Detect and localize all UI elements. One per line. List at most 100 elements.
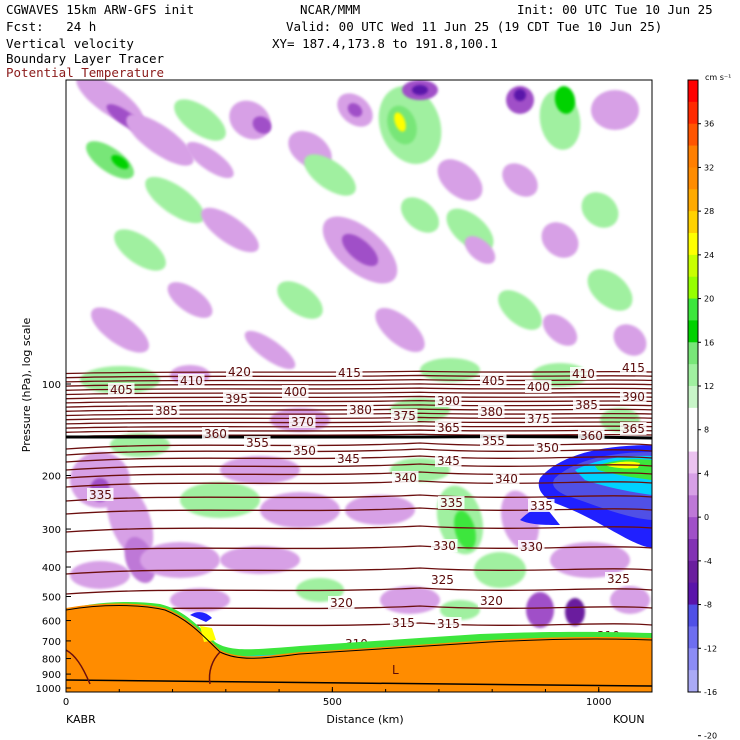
vv-contour	[587, 269, 633, 311]
theta-label-bg	[153, 404, 180, 417]
theta-label: 380	[480, 405, 503, 419]
vertical-velocity-field	[70, 80, 650, 628]
plot-frame	[65, 79, 653, 693]
theta-label-bg	[282, 385, 309, 398]
theta-label: 345	[437, 454, 460, 468]
colorbar-swatch	[688, 189, 698, 212]
org-title: NCAR/MMM	[300, 2, 361, 17]
field-potential-temperature: Potential Temperature	[6, 65, 165, 80]
theta-label: 330	[520, 540, 543, 554]
theta-label: 360	[204, 427, 227, 441]
theta-label-bg	[435, 421, 462, 434]
colorbar-label: -20	[704, 732, 717, 740]
theta-label: 410	[180, 374, 203, 388]
vv-contour	[420, 358, 480, 382]
theta-contour	[66, 494, 652, 502]
colorbar-swatch	[688, 298, 698, 321]
x-axis-label: Distance (km)	[326, 713, 403, 726]
y-tick-label: 100	[42, 380, 61, 391]
theta-label: 325	[607, 572, 630, 586]
theta-contour	[66, 455, 652, 463]
theta-label-bg	[435, 617, 462, 630]
vv-contour	[380, 586, 440, 614]
x-tick-label: 0	[63, 697, 69, 708]
vv-contour	[526, 592, 554, 628]
colorbar-label: 28	[704, 207, 714, 216]
vv-contour	[440, 600, 480, 620]
theta-label: 320	[330, 596, 353, 610]
vv-contour	[106, 481, 154, 559]
x-axis: 0 500 1000	[63, 687, 653, 708]
theta-label-bg	[244, 436, 271, 449]
theta-label-bg	[202, 427, 229, 440]
vv-contour	[244, 330, 296, 370]
colorbar-label: -8	[704, 601, 712, 610]
colorbar-swatch	[688, 276, 698, 300]
theta-label-bg	[534, 441, 561, 454]
vv-contour	[126, 114, 194, 166]
theta-label: 385	[575, 398, 598, 412]
forecast-hour: Fcst: 24 h	[6, 19, 97, 34]
colorbar-swatch	[688, 407, 698, 431]
theta-label-bg	[620, 361, 647, 374]
vv-contour	[114, 229, 166, 271]
vv-contour	[437, 159, 483, 201]
colorbar-swatch	[688, 429, 698, 453]
theta-label: 370	[291, 415, 314, 429]
theta-label-bg	[435, 454, 462, 467]
theta-label: 395	[225, 392, 248, 406]
theta-label: 400	[284, 385, 307, 399]
theta-label-bg	[289, 415, 316, 428]
vv-contour	[613, 324, 647, 356]
theta-label: 320	[480, 594, 503, 608]
x-tick-label: 500	[323, 697, 342, 708]
vv-contour	[201, 207, 259, 253]
init-time: Init: 00 UTC Tue 10 Jun 25	[517, 2, 713, 17]
vv-contour	[400, 197, 440, 233]
y-tick-label: 400	[42, 563, 61, 574]
theta-label: 415	[338, 366, 361, 380]
theta-label-bg	[391, 409, 418, 422]
theta-contour	[66, 567, 652, 575]
colorbar-swatch	[688, 101, 698, 125]
theta-label: 390	[437, 394, 460, 408]
theta-label: 350	[293, 444, 316, 458]
y-tick-label: 1000	[36, 684, 61, 695]
theta-label-bg	[525, 412, 552, 425]
vv-contour	[70, 561, 130, 589]
theta-label-bg	[480, 434, 507, 447]
vv-contour	[145, 176, 205, 224]
colorbar-swatch	[688, 560, 698, 584]
theta-label-bg	[578, 429, 605, 442]
theta-label-bg	[493, 472, 520, 485]
theta-label: 375	[393, 409, 416, 423]
colorbar-label: 36	[704, 120, 714, 129]
theta-contour	[66, 391, 652, 396]
vv-contour	[591, 90, 639, 130]
terrain	[66, 602, 652, 692]
colorbar: 36 32 28 24 20 16 12 8 4 0 -4 -8 -12 -16 -20	[687, 79, 717, 740]
vv-contour	[341, 233, 379, 267]
colorbar-swatch	[688, 582, 698, 606]
tropopause-line	[66, 435, 652, 440]
field-boundary-layer: Boundary Layer Tracer	[6, 51, 165, 66]
colorbar-swatch	[688, 626, 698, 649]
y-tick-label: 600	[42, 617, 61, 628]
theta-label-bg	[435, 394, 462, 407]
theta-contour	[66, 587, 652, 595]
theta-contour	[66, 463, 652, 471]
colorbar-swatch	[688, 451, 698, 474]
vv-contour	[412, 85, 428, 95]
vv-contour	[170, 588, 230, 612]
colorbar-unit: cm s⁻¹	[705, 73, 731, 82]
vv-contour	[174, 99, 226, 141]
colorbar-swatch	[688, 648, 698, 671]
theta-label-bg	[528, 499, 555, 512]
colorbar-swatch	[688, 254, 698, 278]
theta-label-bg	[620, 390, 647, 403]
plot-content: 420 415 415 410 410 405 405 400 400 395 390 390 385 3…	[66, 80, 652, 692]
vv-contour	[541, 222, 579, 258]
theta-label: 405	[482, 374, 505, 388]
colorbar-label: 12	[704, 382, 714, 391]
